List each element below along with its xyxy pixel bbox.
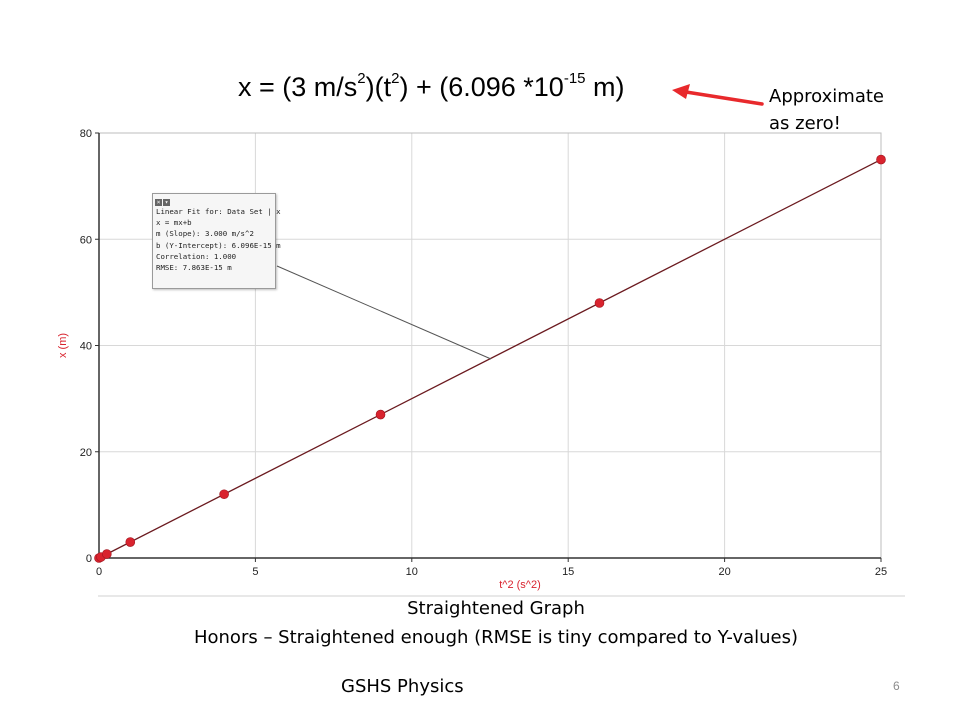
fit-box-intercept: b (Y-Intercept): 6.096E-15 m <box>156 240 281 250</box>
annotation-arrow-shaft <box>684 90 764 106</box>
fit-box-equation: x = mx+b <box>156 218 192 228</box>
y-axis-label: x (m) <box>57 333 69 358</box>
fit-box-slope: m (Slope): 3.000 m/s^2 <box>156 229 254 239</box>
y-tick-label: 80 <box>80 128 92 140</box>
caption-title: Straightened Graph <box>407 598 585 619</box>
fit-box-controls: × ▾ <box>155 196 171 207</box>
x-tick-label: 20 <box>718 566 730 578</box>
x-tick-label: 5 <box>252 566 258 578</box>
fit-box-rmse: RMSE: 7.863E-15 m <box>156 263 232 273</box>
equation-part: x = (3 m/s <box>238 72 358 102</box>
note-line-1: Approximate <box>769 86 884 107</box>
data-point <box>876 154 886 165</box>
annotation-arrow-head <box>672 84 690 99</box>
close-icon[interactable]: × <box>155 199 162 206</box>
equation-part: ) + (6.096 *10 <box>399 72 564 102</box>
linear-fit-box[interactable]: × ▾ Linear Fit for: Data Set | x x = mx+b… <box>152 193 281 289</box>
y-tick-label: 40 <box>80 341 92 353</box>
caption-subtitle: Honors – Straightened enough (RMSE is ti… <box>193 627 799 648</box>
x-tick-label: 10 <box>406 566 418 578</box>
fit-box-leader <box>276 265 492 360</box>
footer-text: GSHS Physics <box>341 676 464 697</box>
data-point <box>594 298 605 308</box>
equation-exponent: 2 <box>391 70 400 87</box>
y-tick-label: 20 <box>80 447 92 459</box>
equation-exponent: -15 <box>563 70 586 87</box>
y-tick-label: 0 <box>86 553 92 565</box>
x-axis-label: t^2 (s^2) <box>499 579 541 591</box>
options-icon[interactable]: ▾ <box>163 199 170 206</box>
data-point <box>219 489 229 500</box>
equation-exponent: 2 <box>357 70 366 87</box>
equation-part: m) <box>585 72 625 102</box>
approximation-note: Approximate as zero! <box>769 83 919 137</box>
x-tick-label: 25 <box>875 566 887 578</box>
data-point <box>375 409 386 420</box>
y-tick-label: 60 <box>80 234 92 246</box>
note-line-2: as zero! <box>769 113 841 134</box>
data-point <box>102 549 112 559</box>
fit-box-correlation: Correlation: 1.000 <box>156 251 237 261</box>
x-tick-label: 15 <box>562 566 574 578</box>
equation-part: )(t <box>365 72 392 102</box>
fit-equation-title: x = (3 m/s2)(t2) + (6.096 *10-15 m) <box>238 70 625 103</box>
fit-box-title: Linear Fit for: Data Set | x <box>156 207 281 216</box>
data-point <box>125 537 136 547</box>
page-number: 6 <box>893 679 900 693</box>
x-tick-label: 0 <box>96 566 102 578</box>
